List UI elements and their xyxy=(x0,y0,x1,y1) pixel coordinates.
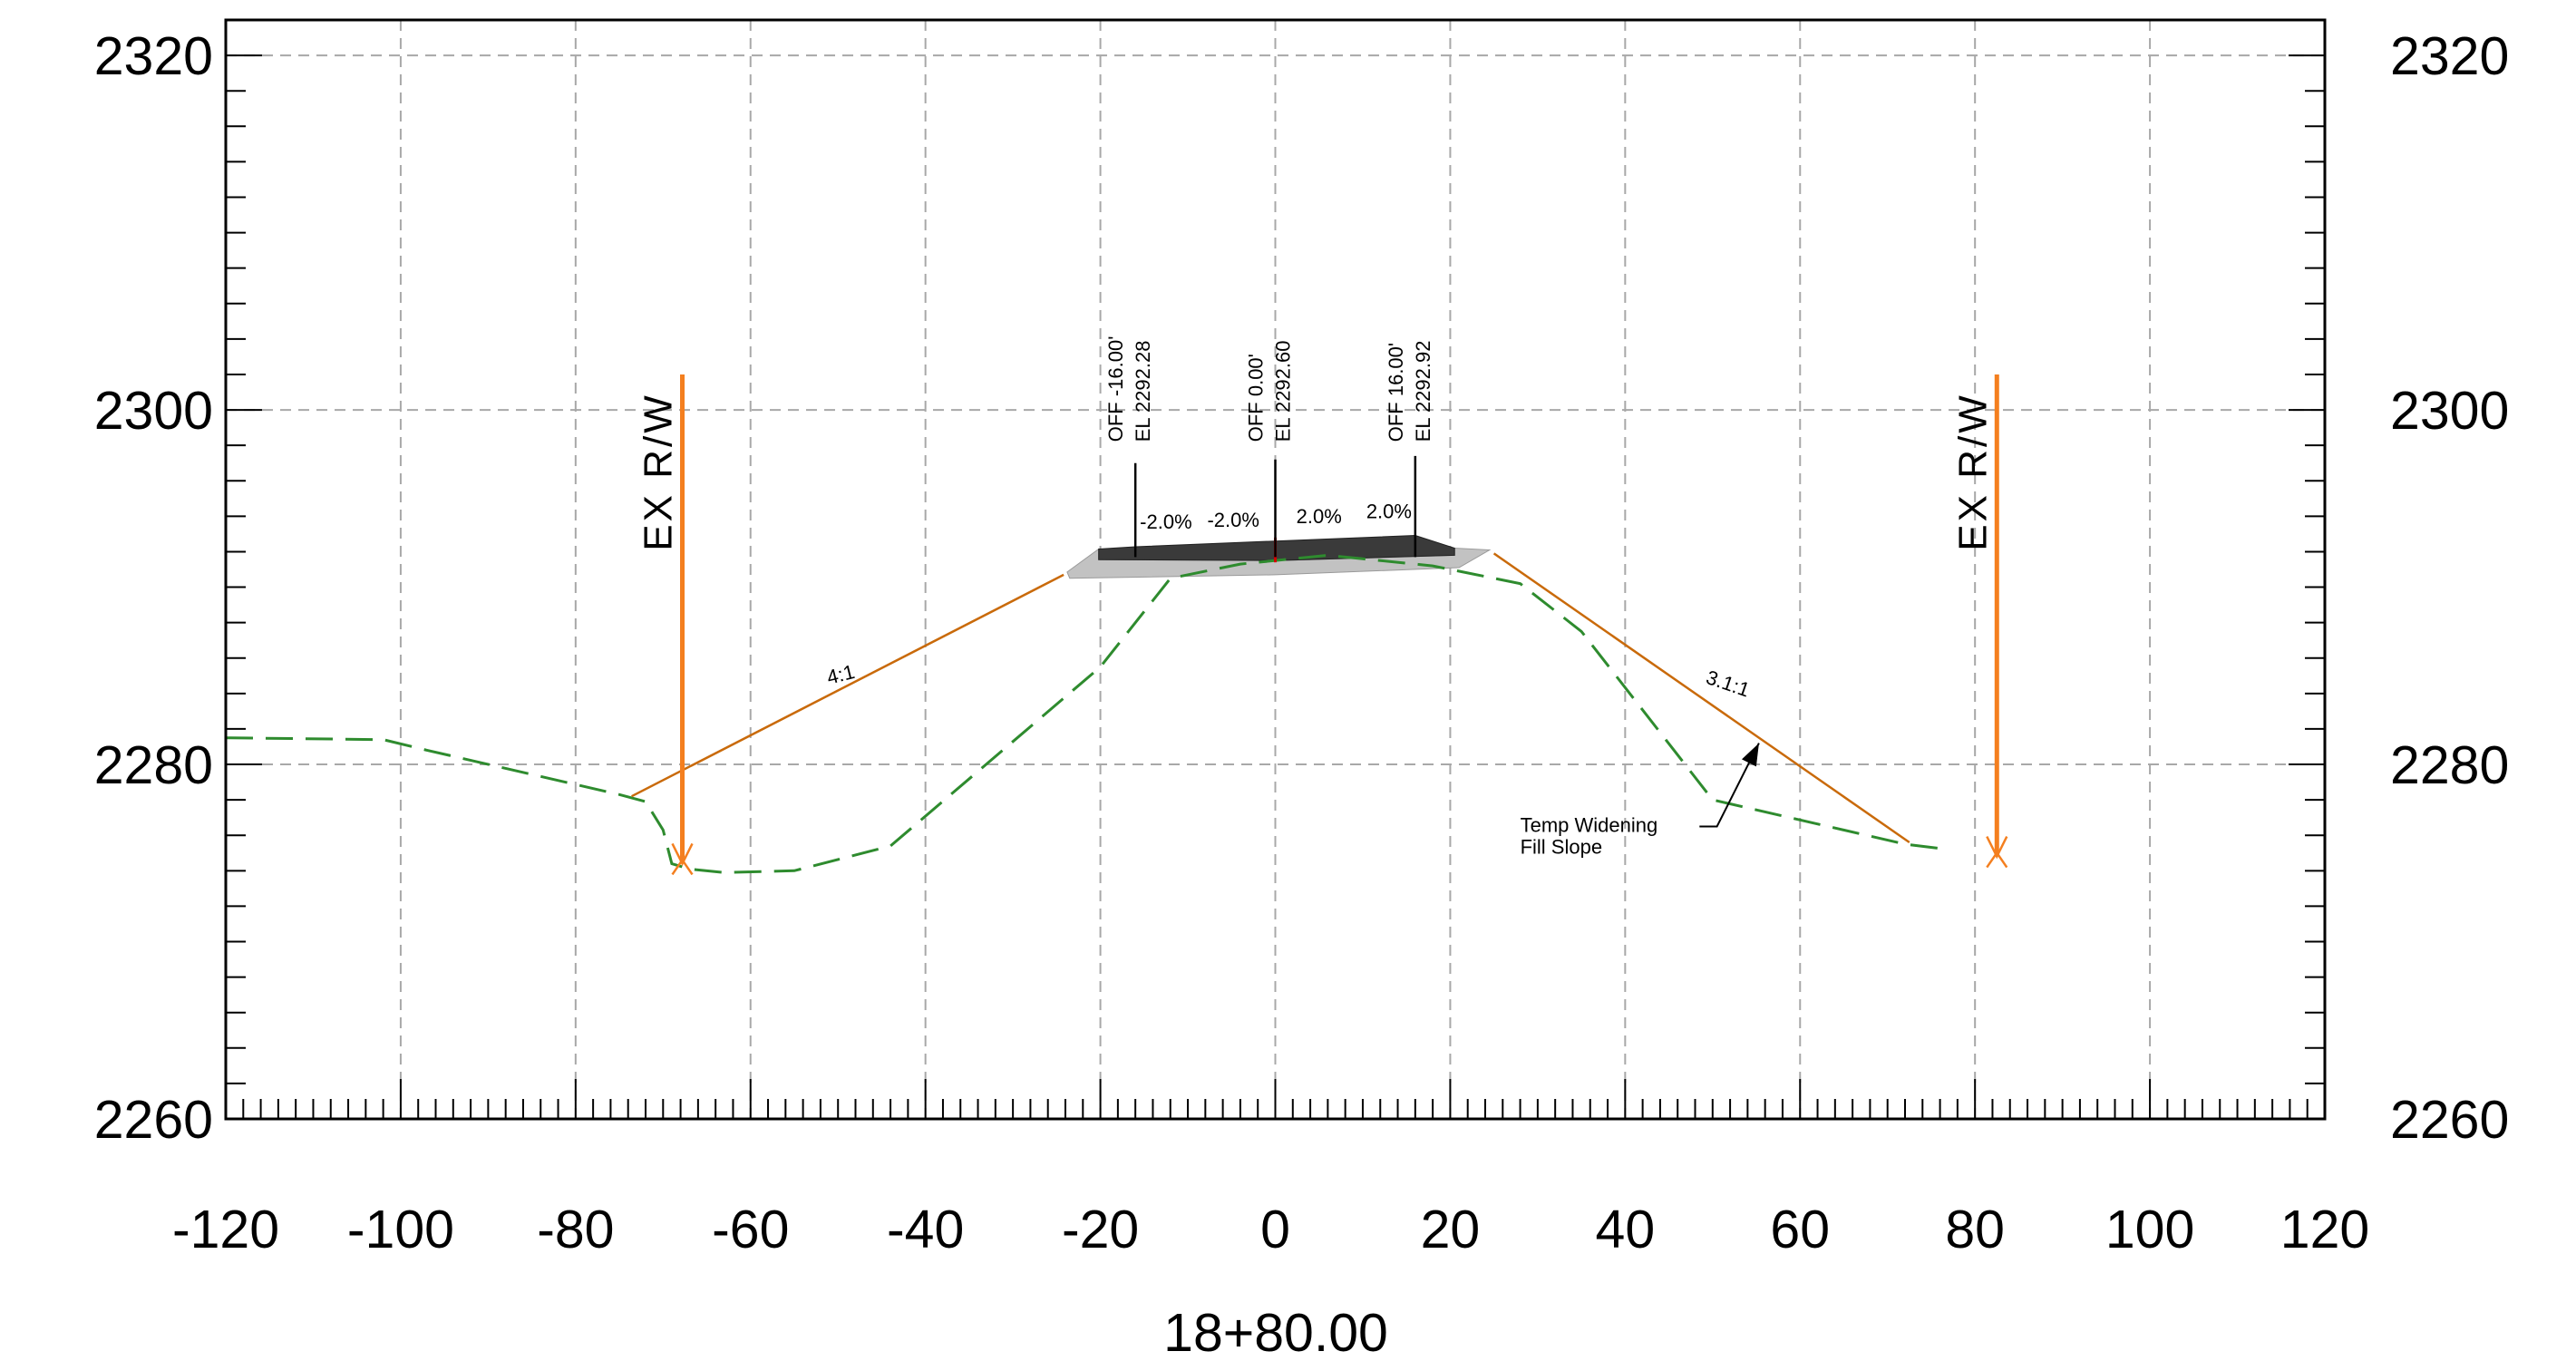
x-tick-label: 80 xyxy=(1945,1200,2005,1259)
x-tick-label: -20 xyxy=(1062,1200,1139,1259)
axis-ticks xyxy=(225,54,2326,1120)
x-tick-label: -40 xyxy=(887,1200,964,1259)
row-arrow-icon xyxy=(671,842,694,867)
x-tick-label: 40 xyxy=(1596,1200,1656,1259)
x-tick-label: 120 xyxy=(2280,1200,2369,1259)
x-tick-label: -80 xyxy=(537,1200,614,1259)
row-arrow-icon xyxy=(1986,836,2008,860)
x-tick-label: -100 xyxy=(347,1200,454,1259)
offset-elevation-label: OFF -16.00' xyxy=(1104,336,1127,442)
axis-labels: 2260 2260 2280 2280 2300 2300 2320 2320 -120 -100… xyxy=(94,26,2510,1259)
x-tick-label: -60 xyxy=(712,1200,789,1259)
row-arrow-base-icon xyxy=(671,858,694,876)
x-tick-label: 0 xyxy=(1260,1200,1290,1259)
x-tick-label: 100 xyxy=(2105,1200,2194,1259)
station-label: 18+80.00 xyxy=(1163,1303,1388,1361)
slope-label: 3.1:1 xyxy=(1703,666,1752,702)
y-tick-label-right: 2320 xyxy=(2390,26,2509,86)
offset-elevation-label: EL 2292.28 xyxy=(1132,341,1154,442)
y-tick-label-left: 2280 xyxy=(94,735,213,795)
x-tick-label: 20 xyxy=(1421,1200,1481,1259)
offset-elevation-label: OFF 16.00' xyxy=(1385,343,1407,442)
annotations: OFF -16.00' EL 2292.28 OFF 0.00' EL 2292.60… xyxy=(637,336,2008,876)
y-tick-label-left: 2320 xyxy=(94,26,213,86)
x-tick-label: -120 xyxy=(172,1200,279,1259)
callout-arrow-icon xyxy=(1741,743,1759,767)
existing-ground-line xyxy=(225,553,1949,874)
callout-leader-line xyxy=(1699,743,1760,828)
y-tick-label-right: 2300 xyxy=(2390,381,2509,441)
y-tick-label-right: 2280 xyxy=(2390,735,2509,795)
slope-label: 2.0% xyxy=(1366,500,1412,522)
fill-slope-line xyxy=(631,573,1064,798)
slope-label: -2.0% xyxy=(1140,510,1191,533)
plot-frame xyxy=(224,18,2327,1121)
row-label: EX R/W xyxy=(637,393,681,550)
offset-elevation-label: OFF 0.00' xyxy=(1245,354,1268,442)
row-label: EX R/W xyxy=(1950,393,1995,550)
x-tick-label: 60 xyxy=(1770,1200,1830,1259)
callout-label: Temp Widening xyxy=(1521,813,1658,836)
slope-label: 2.0% xyxy=(1297,505,1342,528)
section-layers xyxy=(225,534,1949,874)
slope-label: -2.0% xyxy=(1207,509,1259,531)
row-arrow-base-icon xyxy=(1986,851,2008,869)
slope-label: 4:1 xyxy=(824,660,857,689)
y-tick-label-left: 2300 xyxy=(94,381,213,441)
y-tick-label-right: 2260 xyxy=(2390,1090,2509,1150)
offset-elevation-label: EL 2292.92 xyxy=(1412,341,1434,442)
y-tick-label-left: 2260 xyxy=(94,1090,213,1150)
callout-label: Fill Slope xyxy=(1521,835,1602,858)
fill-slope-line xyxy=(1492,552,1910,844)
offset-elevation-label: EL 2292.60 xyxy=(1272,341,1295,442)
